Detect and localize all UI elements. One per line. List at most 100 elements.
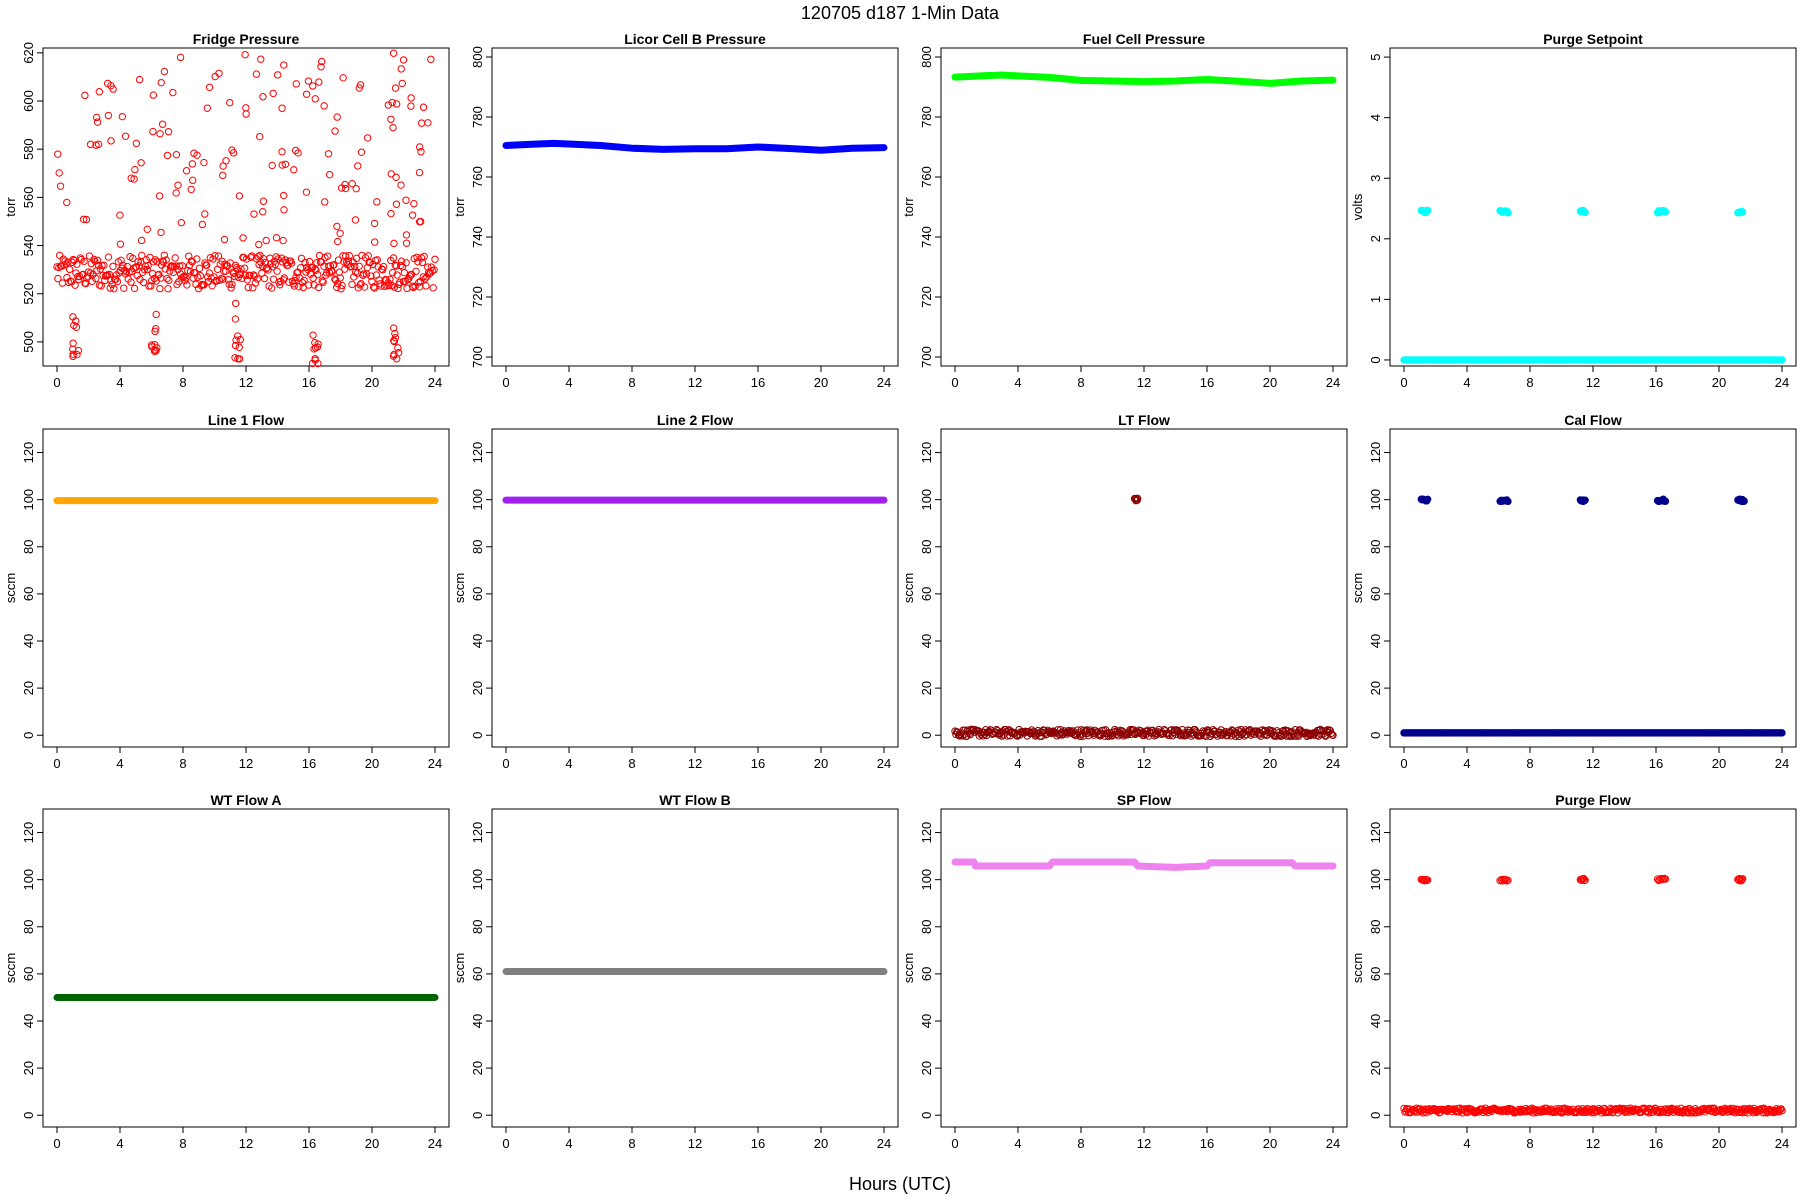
panel-title: WT Flow B: [659, 792, 731, 808]
x-tick-label: 4: [1463, 1136, 1470, 1151]
y-tick-label: 600: [21, 90, 36, 112]
panel-frame: [42, 808, 450, 1128]
data-point: [137, 236, 146, 245]
pulse-point: [1581, 876, 1589, 884]
data-point: [120, 284, 128, 292]
data-point: [402, 239, 411, 247]
y-tick-label: 120: [21, 822, 36, 844]
data-point: [415, 278, 423, 287]
data-point: [341, 180, 349, 189]
data-point: [270, 257, 279, 265]
x-tick-label: 16: [1649, 375, 1663, 390]
data-point: [268, 161, 276, 170]
x-tick-label: 8: [628, 375, 635, 390]
data-point: [177, 219, 186, 227]
data-point: [309, 274, 317, 282]
panel-frame: [491, 428, 899, 748]
data-point: [389, 49, 398, 57]
x-tick-label: 12: [239, 1136, 253, 1151]
data-point: [333, 113, 341, 121]
data-point: [242, 255, 251, 263]
panel-0: Fridge Pressure 0 4 8 12 16 20 24 500 520 540 560 58…: [3, 31, 450, 390]
data-point: [302, 90, 311, 98]
data-point: [242, 110, 250, 118]
y-tick-label: 20: [21, 1061, 36, 1075]
data-point: [402, 196, 410, 204]
x-tick-label: 24: [1326, 1136, 1340, 1151]
x-tick-label: 16: [751, 375, 765, 390]
x-tick-label: 16: [1649, 756, 1663, 771]
dip-point: [152, 310, 160, 319]
panel-title: Purge Flow: [1555, 792, 1631, 808]
x-tick-label: 16: [751, 756, 765, 771]
panel-title: Fridge Pressure: [193, 31, 300, 47]
x-tick-label: 20: [1712, 375, 1726, 390]
data-point: [113, 277, 122, 286]
data-point: [304, 281, 313, 289]
data-point: [397, 65, 405, 73]
x-tick-label: 4: [1014, 375, 1021, 390]
data-point: [117, 256, 125, 265]
dip-point: [394, 349, 403, 357]
data-point: [58, 279, 67, 287]
data-point: [373, 198, 381, 206]
data-point: [360, 283, 369, 291]
data-point: [408, 211, 417, 219]
x-tick-label: 20: [1712, 1136, 1726, 1151]
data-point: [325, 170, 334, 179]
panel-frame: [940, 808, 1348, 1128]
pulse-point: [1738, 875, 1747, 883]
x-tick-label: 0: [1400, 375, 1407, 390]
panel-title: Line 1 Flow: [208, 412, 284, 428]
data-point: [391, 84, 400, 92]
data-point: [392, 173, 400, 181]
data-point: [360, 270, 368, 278]
plot-area: [951, 858, 1337, 871]
y-tick-label: 760: [919, 166, 934, 188]
data-point: [410, 200, 418, 208]
dip-point: [69, 339, 77, 347]
data-point: [66, 277, 75, 285]
data-point: [104, 253, 113, 261]
data-point: [79, 215, 88, 223]
data-point: [287, 259, 296, 267]
data-point: [196, 272, 205, 280]
data-point: [314, 270, 322, 279]
data-point: [424, 119, 432, 127]
dip-point: [152, 325, 160, 333]
data-point: [388, 98, 396, 107]
data-point: [274, 71, 282, 79]
data-point: [430, 266, 438, 274]
dip-point: [69, 345, 77, 353]
data-point: [302, 268, 310, 276]
y-tick-label: 720: [919, 286, 934, 308]
y-tick-label: 40: [21, 634, 36, 648]
data-point: [158, 120, 167, 128]
x-tick-label: 20: [1263, 1136, 1277, 1151]
dip-point: [231, 354, 239, 362]
data-point: [143, 265, 151, 274]
plot-area: [1400, 206, 1786, 364]
panel-frame: [1389, 808, 1797, 1128]
y-tick-label: 40: [21, 1014, 36, 1028]
y-tick-label: 100: [1368, 489, 1383, 511]
y-tick-label: 740: [470, 226, 485, 248]
y-tick-label: 120: [470, 822, 485, 844]
panel-frame: [491, 47, 899, 367]
data-point: [132, 139, 141, 148]
data-point: [155, 270, 163, 279]
dip-point: [389, 352, 398, 360]
pulse-point: [1737, 876, 1745, 885]
data-point: [391, 261, 400, 269]
y-tick-label: 40: [919, 1014, 934, 1028]
x-tick-label: 8: [179, 375, 186, 390]
data-point: [205, 83, 214, 91]
data-point: [157, 228, 165, 237]
data-point: [339, 74, 347, 82]
series-line: [951, 858, 1337, 871]
data-point: [109, 262, 117, 271]
y-axis-label: sccm: [452, 953, 467, 983]
data-point: [185, 252, 193, 260]
data-point: [330, 261, 338, 269]
x-tick-label: 24: [1326, 756, 1340, 771]
